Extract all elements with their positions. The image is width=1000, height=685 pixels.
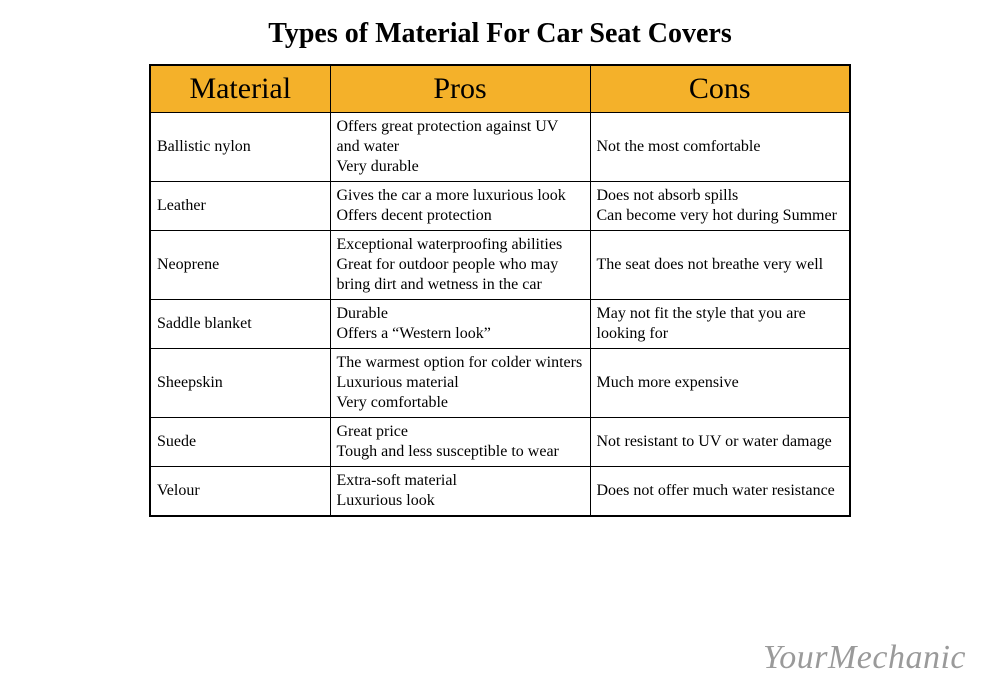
column-header-cons: Cons bbox=[590, 65, 850, 113]
cell-cons: Does not offer much water resistance bbox=[590, 467, 850, 517]
cell-material: Ballistic nylon bbox=[150, 113, 330, 182]
table-row: Velour Extra-soft material Luxurious loo… bbox=[150, 467, 850, 517]
cell-cons: May not fit the style that you are looki… bbox=[590, 300, 850, 349]
page-title: Types of Material For Car Seat Covers bbox=[0, 18, 1000, 50]
column-header-pros: Pros bbox=[330, 65, 590, 113]
cell-pros: Exceptional waterproofing abilities Grea… bbox=[330, 231, 590, 300]
cell-cons: Not resistant to UV or water damage bbox=[590, 418, 850, 467]
column-header-material: Material bbox=[150, 65, 330, 113]
cell-pros: Durable Offers a “Western look” bbox=[330, 300, 590, 349]
cell-cons: Not the most comfortable bbox=[590, 113, 850, 182]
table-row: Sheepskin The warmest option for colder … bbox=[150, 349, 850, 418]
table-row: Saddle blanket Durable Offers a “Western… bbox=[150, 300, 850, 349]
cell-pros: Extra-soft material Luxurious look bbox=[330, 467, 590, 517]
table-row: Leather Gives the car a more luxurious l… bbox=[150, 182, 850, 231]
cell-material: Suede bbox=[150, 418, 330, 467]
materials-table: Material Pros Cons Ballistic nylon Offer… bbox=[149, 64, 851, 517]
table-body: Ballistic nylon Offers great protection … bbox=[150, 113, 850, 517]
cell-material: Saddle blanket bbox=[150, 300, 330, 349]
table-row: Ballistic nylon Offers great protection … bbox=[150, 113, 850, 182]
cell-cons: The seat does not breathe very well bbox=[590, 231, 850, 300]
cell-material: Leather bbox=[150, 182, 330, 231]
cell-pros: Offers great protection against UV and w… bbox=[330, 113, 590, 182]
cell-pros: Great price Tough and less susceptible t… bbox=[330, 418, 590, 467]
cell-material: Neoprene bbox=[150, 231, 330, 300]
table-header-row: Material Pros Cons bbox=[150, 65, 850, 113]
cell-pros: Gives the car a more luxurious look Offe… bbox=[330, 182, 590, 231]
table-row: Neoprene Exceptional waterproofing abili… bbox=[150, 231, 850, 300]
cell-pros: The warmest option for colder winters Lu… bbox=[330, 349, 590, 418]
table-row: Suede Great price Tough and less suscept… bbox=[150, 418, 850, 467]
cell-material: Sheepskin bbox=[150, 349, 330, 418]
cell-material: Velour bbox=[150, 467, 330, 517]
cell-cons: Much more expensive bbox=[590, 349, 850, 418]
watermark-brand: YourMechanic bbox=[763, 639, 966, 677]
cell-cons: Does not absorb spills Can become very h… bbox=[590, 182, 850, 231]
